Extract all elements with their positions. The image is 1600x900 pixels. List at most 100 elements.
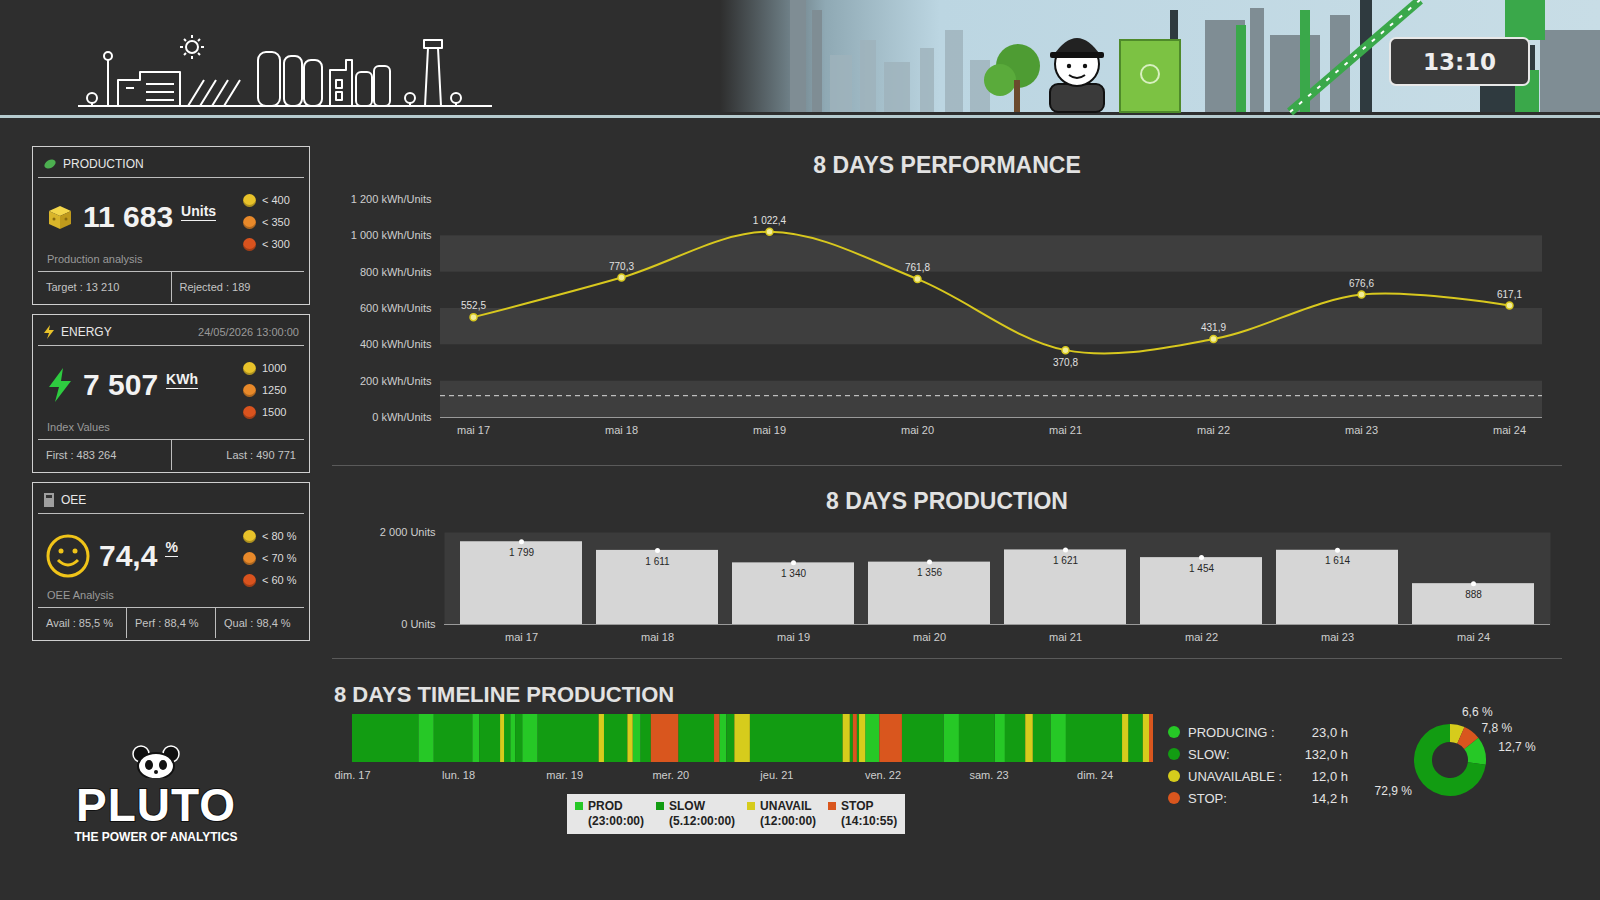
html-text:First : 483 264: First : 483 264 xyxy=(46,449,117,461)
html-text:7 507: 7 507 xyxy=(83,368,159,401)
html-text:KWh: KWh xyxy=(166,371,198,387)
svg-text:12,7 %: 12,7 % xyxy=(1498,740,1536,754)
html-text:UNAVAIL: UNAVAIL xyxy=(760,799,812,813)
html-text:14,2 h: 14,2 h xyxy=(1311,790,1348,806)
html-text:74,4: 74,4 xyxy=(99,539,158,572)
svg-text:552,5: 552,5 xyxy=(461,300,486,311)
html-text:UNAVAILABLE :: UNAVAILABLE : xyxy=(1188,768,1283,784)
html-text:PRODUCTION: PRODUCTION xyxy=(63,157,144,171)
svg-text:400 kWh/Units: 400 kWh/Units xyxy=(360,338,432,350)
html-text:THE POWER OF ANALYTICS: THE POWER OF ANALYTICS xyxy=(74,830,238,844)
svg-text:72,9 %: 72,9 % xyxy=(1375,784,1413,798)
html-text:ENERGY: ENERGY xyxy=(61,325,112,339)
svg-text:676,6: 676,6 xyxy=(1349,278,1374,289)
html-text:Last : 490 771: Last : 490 771 xyxy=(226,449,296,461)
html-text:< 60 %: < 60 % xyxy=(262,574,297,586)
svg-text:ven. 22: ven. 22 xyxy=(865,769,901,781)
svg-text:mai 23: mai 23 xyxy=(1345,424,1378,436)
html-text:SLOW:: SLOW: xyxy=(1188,746,1230,762)
html-text:PLUTO: PLUTO xyxy=(76,779,236,831)
svg-text:888: 888 xyxy=(1465,589,1482,600)
html-text:< 80 %: < 80 % xyxy=(262,530,297,542)
svg-text:370,8: 370,8 xyxy=(1053,357,1078,368)
svg-text:mai 22: mai 22 xyxy=(1185,631,1218,643)
html-text:PRODUCING :: PRODUCING : xyxy=(1188,724,1275,740)
svg-text:1 000 kWh/Units: 1 000 kWh/Units xyxy=(351,229,432,241)
html-text:< 70 %: < 70 % xyxy=(262,552,297,564)
svg-text:mai 19: mai 19 xyxy=(753,424,786,436)
svg-text:1 614: 1 614 xyxy=(1325,555,1350,566)
svg-text:mai 22: mai 22 xyxy=(1197,424,1230,436)
svg-text:dim. 17: dim. 17 xyxy=(334,769,370,781)
html-text:8 DAYS PERFORMANCE: 8 DAYS PERFORMANCE xyxy=(813,152,1081,178)
html-text:Units: Units xyxy=(181,203,217,219)
svg-text:lun. 18: lun. 18 xyxy=(442,769,475,781)
svg-text:mai 17: mai 17 xyxy=(505,631,538,643)
html-text:11 683: 11 683 xyxy=(83,200,174,233)
html-text:OEE: OEE xyxy=(61,493,87,507)
html-text:13:10: 13:10 xyxy=(1422,48,1497,75)
html-text:(23:00:00): (23:00:00) xyxy=(588,814,644,828)
svg-text:mai 18: mai 18 xyxy=(641,631,674,643)
html-text:PROD: PROD xyxy=(588,799,623,813)
svg-text:1 799: 1 799 xyxy=(509,547,534,558)
svg-text:1 611: 1 611 xyxy=(645,556,670,567)
svg-text:mai 23: mai 23 xyxy=(1321,631,1354,643)
svg-text:mai 19: mai 19 xyxy=(777,631,810,643)
svg-text:770,3: 770,3 xyxy=(609,261,634,272)
svg-text:mai 21: mai 21 xyxy=(1049,631,1082,643)
html-text:Rejected : 189: Rejected : 189 xyxy=(179,281,251,293)
html-text:(14:10:55): (14:10:55) xyxy=(841,814,898,828)
html-text:< 400: < 400 xyxy=(262,194,290,206)
svg-text:1 356: 1 356 xyxy=(917,567,942,578)
svg-text:mai 20: mai 20 xyxy=(901,424,934,436)
svg-text:mai 20: mai 20 xyxy=(913,631,946,643)
svg-text:431,9: 431,9 xyxy=(1201,322,1226,333)
html-text:(12:00:00): (12:00:00) xyxy=(760,814,817,828)
html-text:23,0 h: 23,0 h xyxy=(1311,724,1348,740)
html-text:132,0 h: 132,0 h xyxy=(1304,746,1348,762)
svg-text:0 kWh/Units: 0 kWh/Units xyxy=(372,411,432,423)
svg-text:1 022,4: 1 022,4 xyxy=(753,215,787,226)
svg-text:761,8: 761,8 xyxy=(905,262,930,273)
html-text:< 300: < 300 xyxy=(262,238,290,250)
html-text:< 350: < 350 xyxy=(262,216,290,228)
svg-text:200 kWh/Units: 200 kWh/Units xyxy=(360,375,432,387)
html-text:SLOW: SLOW xyxy=(669,799,705,813)
svg-text:1 340: 1 340 xyxy=(781,568,806,579)
html-text:(5.12:00:00): (5.12:00:00) xyxy=(669,814,736,828)
svg-text:600 kWh/Units: 600 kWh/Units xyxy=(360,302,432,314)
svg-text:mai 24: mai 24 xyxy=(1493,424,1526,436)
html-text:Production analysis: Production analysis xyxy=(47,253,143,265)
svg-text:sam. 23: sam. 23 xyxy=(969,769,1008,781)
svg-text:7,8 %: 7,8 % xyxy=(1481,721,1512,735)
html-text:STOP: STOP xyxy=(841,799,874,813)
html-text:1250: 1250 xyxy=(262,384,287,396)
svg-text:617,1: 617,1 xyxy=(1497,289,1522,300)
svg-text:mai 18: mai 18 xyxy=(605,424,638,436)
svg-text:mai 21: mai 21 xyxy=(1049,424,1082,436)
svg-text:1 200 kWh/Units: 1 200 kWh/Units xyxy=(351,193,432,205)
svg-text:6,6 %: 6,6 % xyxy=(1462,705,1493,719)
svg-text:mar. 19: mar. 19 xyxy=(546,769,583,781)
svg-text:mai 24: mai 24 xyxy=(1457,631,1490,643)
svg-text:0 Units: 0 Units xyxy=(401,618,436,630)
html-text:Target : 13 210: Target : 13 210 xyxy=(46,281,120,293)
svg-text:2 000 Units: 2 000 Units xyxy=(380,526,436,538)
svg-text:dim. 24: dim. 24 xyxy=(1077,769,1113,781)
html-text:OEE Analysis: OEE Analysis xyxy=(47,589,114,601)
svg-text:1 621: 1 621 xyxy=(1053,555,1078,566)
svg-text:mai 17: mai 17 xyxy=(457,424,490,436)
html-text:24/05/2026 13:00:00: 24/05/2026 13:00:00 xyxy=(198,326,299,338)
svg-text:mer. 20: mer. 20 xyxy=(652,769,689,781)
html-text:12,0 h: 12,0 h xyxy=(1311,768,1348,784)
html-text:8 DAYS TIMELINE PRODUCTION: 8 DAYS TIMELINE PRODUCTION xyxy=(334,682,675,707)
html-text:1500: 1500 xyxy=(262,406,287,418)
html-text:STOP:: STOP: xyxy=(1188,790,1227,806)
svg-text:jeu. 21: jeu. 21 xyxy=(759,769,793,781)
svg-text:800 kWh/Units: 800 kWh/Units xyxy=(360,266,432,278)
html-text:Index Values: Index Values xyxy=(47,421,110,433)
html-text:8 DAYS PRODUCTION: 8 DAYS PRODUCTION xyxy=(826,488,1068,514)
svg-text:1 454: 1 454 xyxy=(1189,563,1214,574)
html-text:1000: 1000 xyxy=(262,362,287,374)
